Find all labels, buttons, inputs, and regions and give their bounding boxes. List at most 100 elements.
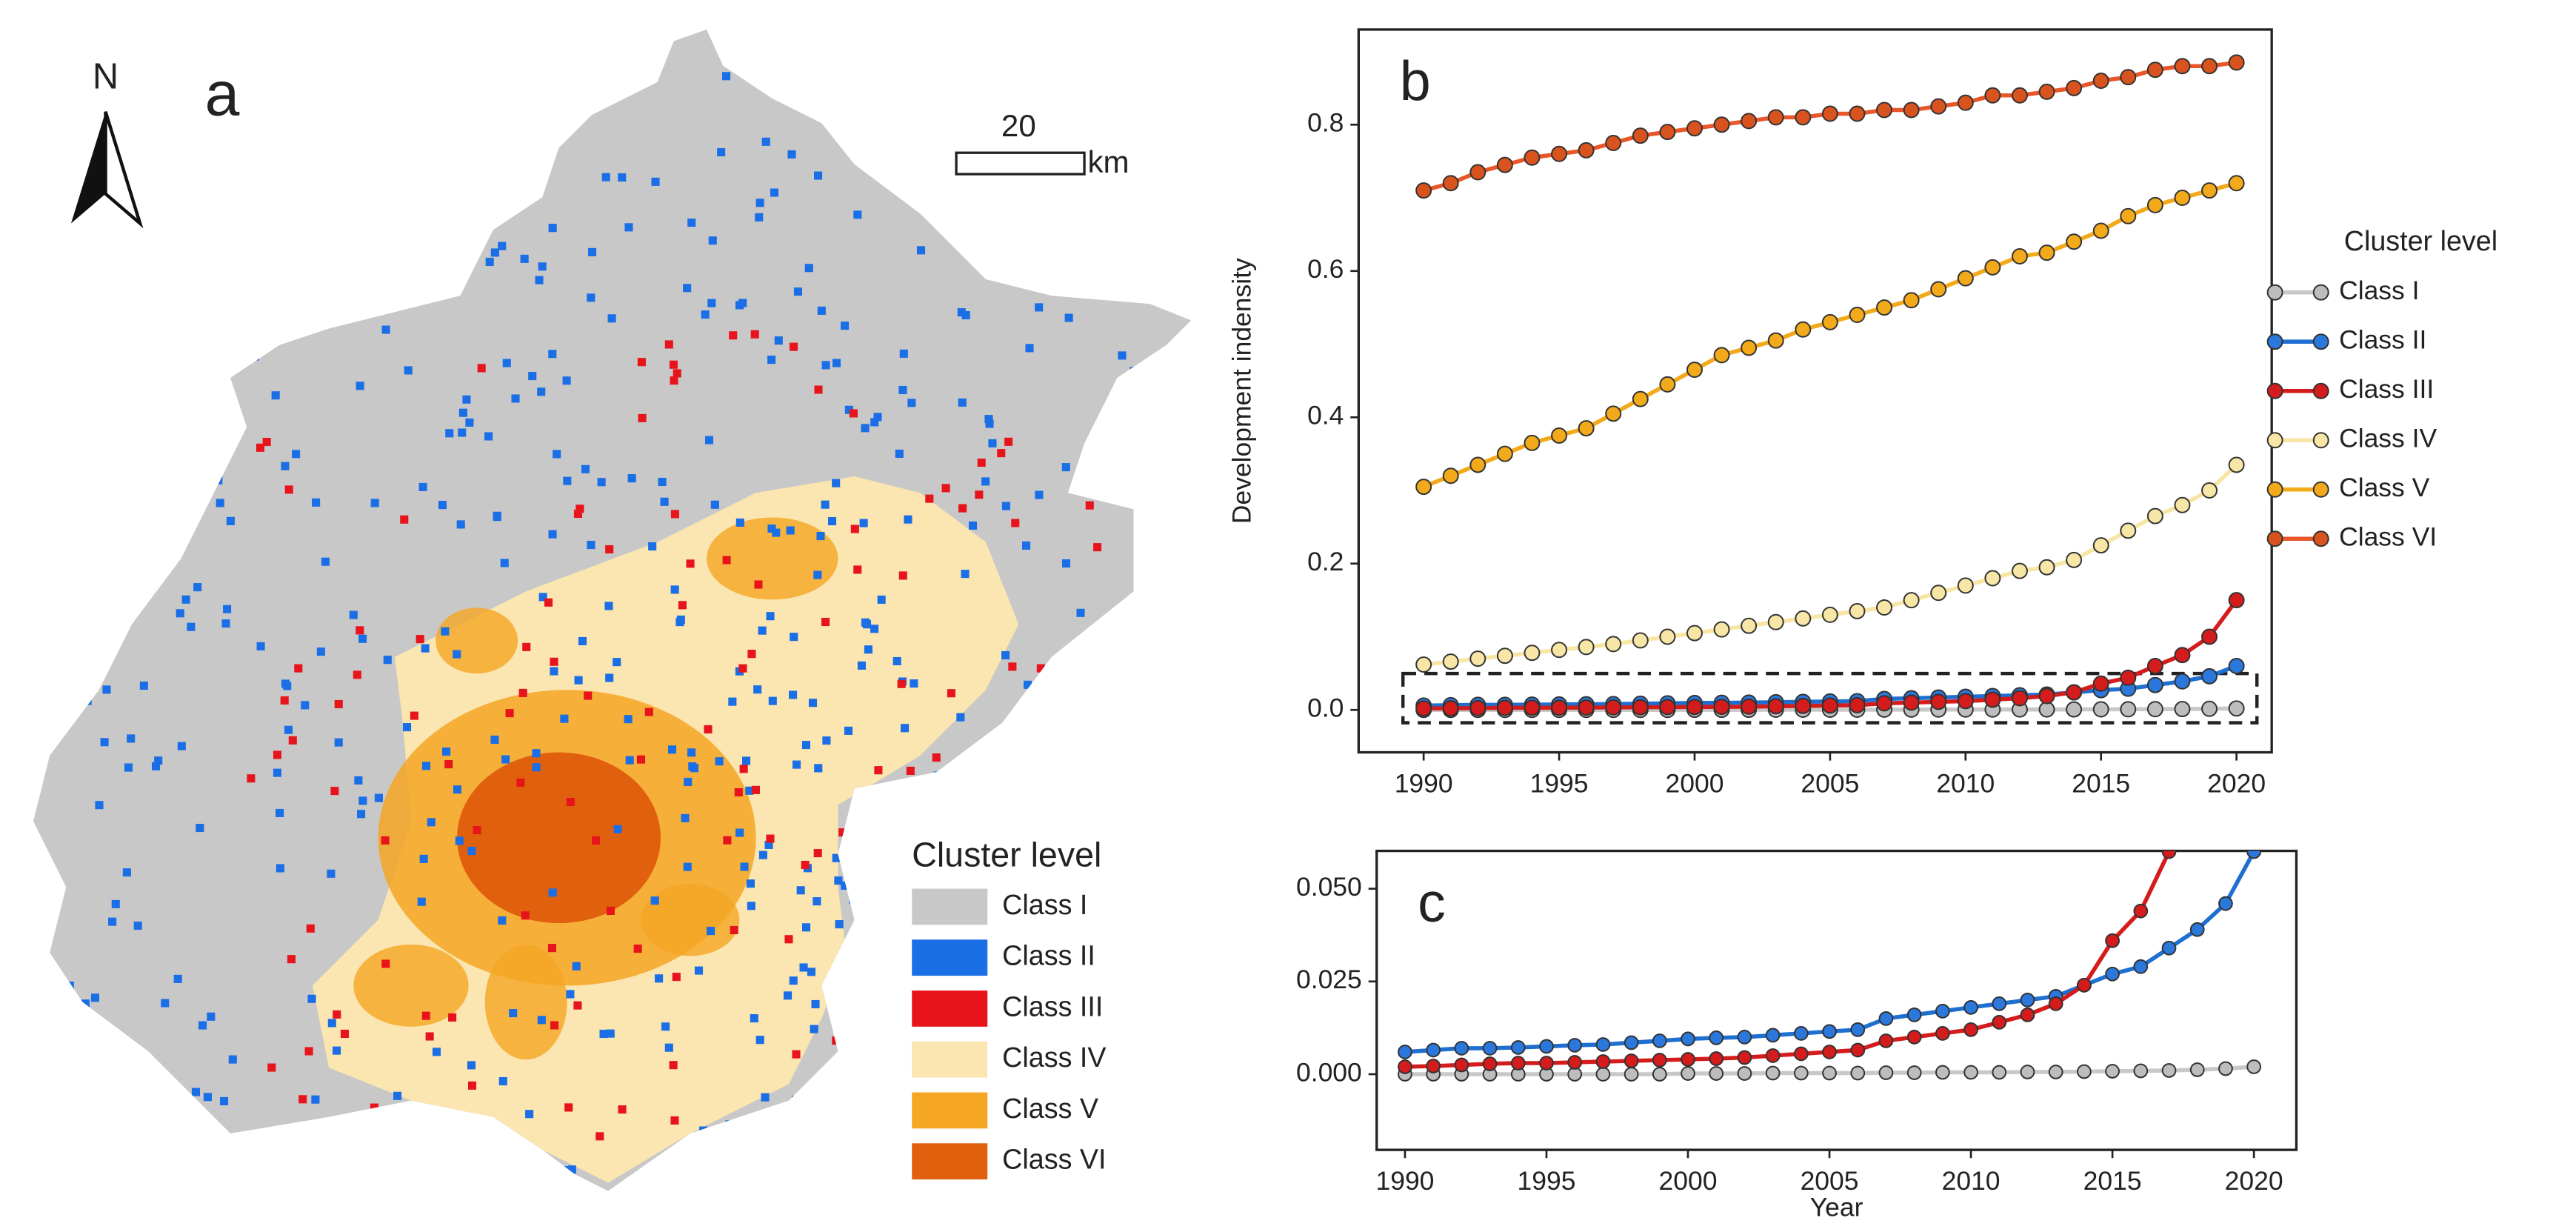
map-cell bbox=[186, 135, 195, 144]
x-tick-label: 1995 bbox=[1530, 768, 1589, 798]
map-cell bbox=[1158, 1130, 1167, 1139]
map-cell bbox=[354, 776, 363, 785]
x-tick-label: 1995 bbox=[1518, 1166, 1576, 1196]
map-cell bbox=[874, 766, 883, 775]
data-point bbox=[1686, 699, 1703, 716]
map-cell bbox=[1158, 269, 1167, 278]
map-cell bbox=[550, 667, 558, 676]
map-cell bbox=[226, 516, 235, 525]
map-cell bbox=[770, 188, 779, 197]
map-cell bbox=[161, 999, 170, 1008]
map-cell bbox=[144, 384, 153, 393]
map-cell bbox=[738, 299, 747, 307]
map-cell bbox=[934, 791, 943, 800]
map-cell bbox=[498, 1076, 507, 1086]
map-cell bbox=[572, 962, 581, 970]
data-point bbox=[2247, 511, 2260, 525]
data-point bbox=[2077, 1064, 2092, 1079]
data-point bbox=[1821, 606, 1838, 623]
map-cell bbox=[327, 1019, 336, 1028]
data-point bbox=[1957, 693, 1974, 710]
data-point bbox=[2066, 684, 2083, 701]
map-cell bbox=[358, 634, 367, 643]
data-point bbox=[1876, 695, 1893, 712]
data-point bbox=[1524, 699, 1541, 716]
map-cell bbox=[722, 556, 731, 565]
map-cell bbox=[1001, 502, 1011, 510]
data-point bbox=[2133, 959, 2149, 974]
map-cell bbox=[183, 287, 192, 296]
legend-swatch bbox=[912, 939, 988, 976]
map-cell bbox=[881, 1111, 890, 1120]
data-point bbox=[1992, 1065, 2007, 1080]
legend-marker bbox=[2312, 333, 2329, 350]
map-cell bbox=[330, 787, 339, 796]
map-cell bbox=[844, 405, 853, 414]
map-cell bbox=[115, 347, 124, 356]
map-cell bbox=[50, 1091, 59, 1100]
data-point bbox=[1659, 124, 1676, 141]
map-cell bbox=[636, 755, 646, 764]
data-point bbox=[1709, 1051, 1724, 1066]
data-point bbox=[2092, 222, 2109, 239]
map-cell bbox=[990, 745, 1000, 753]
map-cell bbox=[333, 1046, 341, 1055]
map-cell bbox=[537, 1016, 546, 1025]
map-cell bbox=[1075, 699, 1084, 707]
map-cell bbox=[223, 605, 232, 613]
map-cell bbox=[664, 340, 673, 349]
data-point bbox=[2228, 54, 2245, 71]
legend-swatch bbox=[912, 990, 988, 1027]
map-cell bbox=[988, 782, 997, 790]
y-tick-label: 0.2 bbox=[1307, 547, 1344, 576]
y-tick-label: 0.050 bbox=[1296, 872, 1362, 902]
map-cell bbox=[853, 210, 862, 219]
map-cell bbox=[670, 510, 679, 519]
map-cell bbox=[322, 223, 331, 232]
map-cell bbox=[1099, 100, 1108, 110]
map-cell bbox=[240, 122, 249, 131]
map-cell bbox=[441, 627, 450, 636]
series-line bbox=[1423, 463, 2238, 667]
map-cell bbox=[1043, 802, 1052, 811]
data-point bbox=[1686, 625, 1703, 642]
map-cell bbox=[548, 350, 557, 359]
data-point bbox=[1767, 332, 1784, 349]
data-point bbox=[1957, 577, 1974, 594]
map-cell bbox=[1048, 749, 1057, 758]
map-cell bbox=[792, 760, 801, 769]
y-tick-label: 0.000 bbox=[1296, 1057, 1362, 1087]
panel-label: a bbox=[205, 59, 240, 128]
data-point bbox=[1442, 175, 1459, 192]
map-cell bbox=[518, 688, 527, 697]
map-cell bbox=[381, 325, 390, 334]
data-point bbox=[1595, 1037, 1611, 1052]
map-cell bbox=[811, 999, 820, 1009]
map-cell bbox=[584, 691, 593, 700]
map-cell bbox=[832, 1036, 841, 1045]
map-cell bbox=[766, 834, 775, 843]
data-point bbox=[1850, 1042, 1866, 1058]
map-cell bbox=[573, 1001, 582, 1010]
data-point bbox=[2174, 673, 2191, 690]
map-cell bbox=[287, 955, 296, 964]
data-point bbox=[2048, 996, 2063, 1011]
data-point bbox=[1652, 1067, 1667, 1082]
map-cell bbox=[65, 981, 74, 990]
x-tick-label: 2010 bbox=[1942, 1166, 2001, 1196]
data-point bbox=[1496, 699, 1513, 716]
map-cell bbox=[427, 818, 436, 827]
data-point bbox=[1957, 270, 1974, 287]
data-point bbox=[1496, 445, 1513, 462]
map-cell bbox=[925, 494, 934, 503]
map-cell bbox=[442, 747, 451, 756]
map-cell bbox=[946, 230, 955, 239]
map-cell bbox=[1035, 490, 1044, 499]
data-point bbox=[1551, 699, 1568, 716]
map-cell bbox=[245, 167, 254, 176]
x-tick-label: 2015 bbox=[2083, 1166, 2142, 1196]
data-point bbox=[1767, 698, 1784, 715]
data-point bbox=[2038, 559, 2055, 576]
map-cell bbox=[725, 1120, 734, 1129]
data-point bbox=[2146, 676, 2163, 693]
